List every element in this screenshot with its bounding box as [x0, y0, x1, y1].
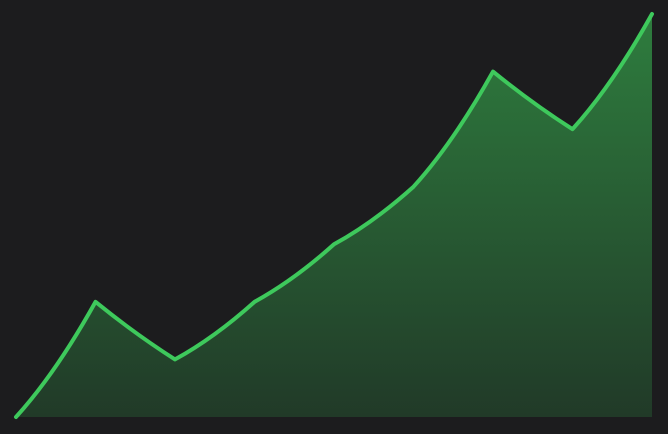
area-fill [16, 14, 652, 417]
series-line [14, 12, 654, 419]
